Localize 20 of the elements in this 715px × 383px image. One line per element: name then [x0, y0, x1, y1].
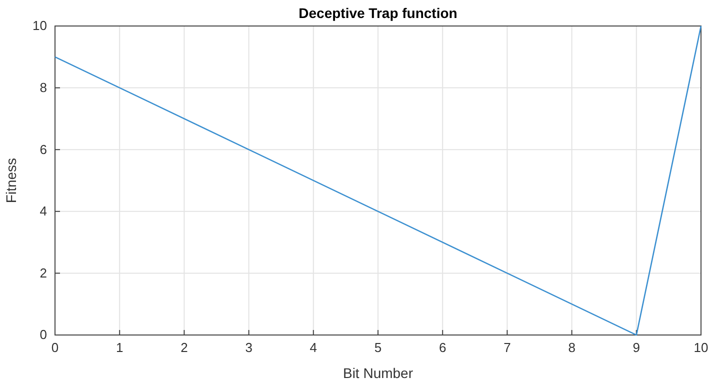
x-tick-label: 5 — [374, 340, 382, 356]
x-axis-title: Bit Number — [342, 365, 414, 381]
y-tick-label: 8 — [40, 80, 47, 95]
x-tick-label: 1 — [116, 340, 124, 356]
y-tick-label: 6 — [40, 142, 47, 157]
y-axis-title: Fitness — [3, 158, 19, 204]
x-tick-label: 7 — [504, 340, 511, 356]
x-tick-label: 4 — [310, 340, 318, 356]
y-tick-label: 0 — [40, 327, 47, 342]
x-tick-label: 2 — [180, 340, 188, 356]
x-tick-label: 6 — [438, 340, 446, 356]
chart-title: Deceptive Trap function — [298, 5, 458, 21]
y-tick-label: 10 — [32, 18, 47, 34]
x-tick-label: 9 — [632, 340, 640, 356]
x-tick-label: 3 — [245, 340, 252, 356]
x-tick-label: 8 — [568, 340, 576, 356]
y-tick-label: 2 — [40, 265, 47, 280]
x-tick-label: 0 — [51, 340, 59, 356]
y-tick-label: 4 — [40, 204, 47, 219]
x-tick-label: 10 — [694, 340, 708, 356]
